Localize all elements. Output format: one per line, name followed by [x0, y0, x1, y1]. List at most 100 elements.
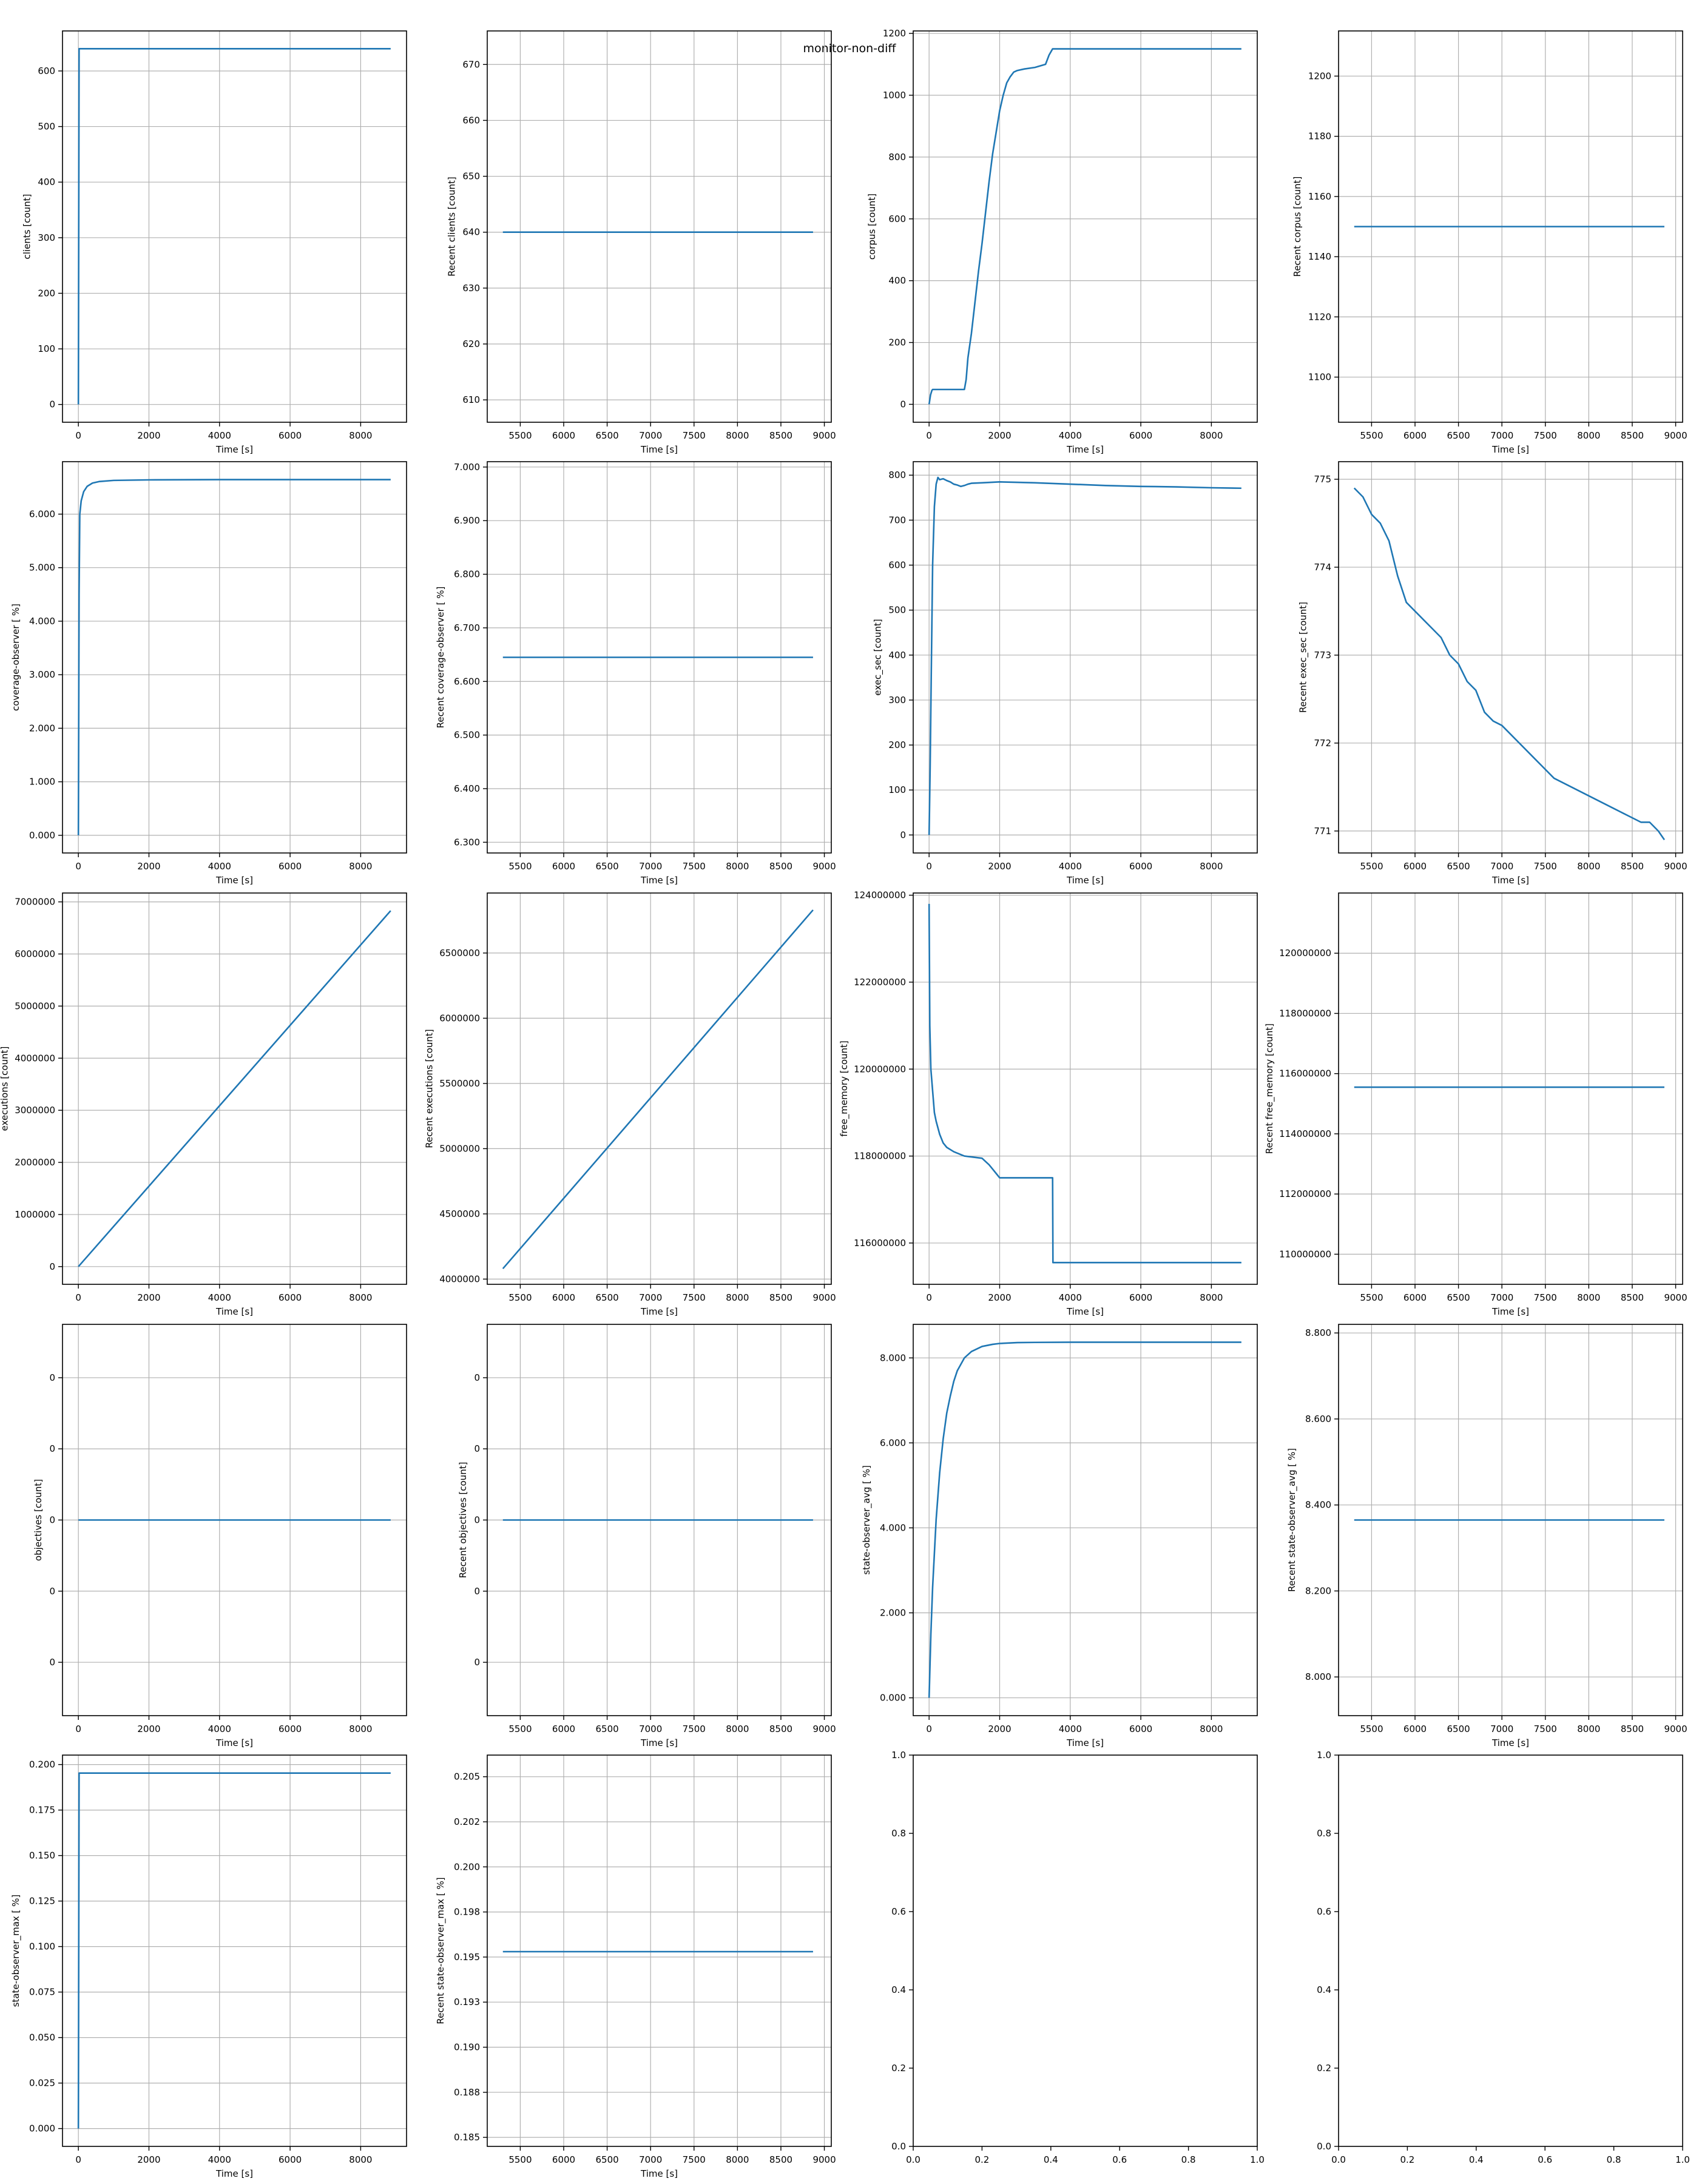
x-tick-label: 8500: [1621, 861, 1644, 872]
y-tick-label: 0.205: [454, 1771, 480, 1782]
x-axis-label: Time [s]: [640, 2168, 678, 2179]
y-tick-label: 200: [888, 740, 906, 750]
y-tick-label: 2000000: [15, 1157, 55, 1168]
y-tick-label: 200: [888, 337, 906, 348]
x-tick-label: 8000: [1200, 430, 1223, 441]
y-tick-label: 6.700: [454, 622, 480, 633]
y-tick-label: 0: [474, 1372, 480, 1383]
x-tick-label: 6000: [552, 430, 575, 441]
x-tick-label: 7500: [1534, 1724, 1557, 1734]
y-tick-label: 0.200: [454, 1861, 480, 1872]
subplot-grid: 0 2000 4000 6000 80000100200300400500600Time…: [0, 28, 1690, 2179]
x-tick-label: 7000: [1490, 861, 1513, 872]
y-tick-label: 6000000: [15, 948, 55, 959]
y-tick-label: 600: [888, 214, 906, 224]
x-tick-label: 7000: [639, 1724, 662, 1734]
y-axis-label: state-observer_avg [ %]: [861, 1465, 873, 1574]
x-tick-label: 5500: [508, 430, 532, 441]
axes-frame: [62, 461, 407, 854]
y-tick-label: 0: [474, 1515, 480, 1526]
x-tick-label: 7500: [1534, 861, 1557, 872]
y-axis-label: exec_sec [count]: [872, 619, 883, 695]
x-axis-label: Time [s]: [1066, 1306, 1104, 1317]
x-tick-label: 8000: [1577, 1724, 1600, 1734]
x-tick-label: 2000: [137, 861, 160, 872]
x-tick-label: 7500: [683, 1724, 706, 1734]
y-tick-label: 0: [474, 1443, 480, 1454]
x-tick-label: 8000: [726, 1292, 749, 1303]
subplot-20: 0.0 0.2 0.4 0.6 0.8 1.0 0.0 0.2 0.4 0.6 0.8 1.0: [1317, 1750, 1690, 2165]
x-tick-label: 6000: [279, 2154, 302, 2165]
y-tick-label: 0.0: [1317, 2141, 1331, 2152]
x-tick-label: 7000: [1490, 1724, 1513, 1734]
x-tick-label: 8000: [1577, 430, 1600, 441]
x-tick-label: 6000: [552, 2154, 575, 2165]
y-tick-label: 0: [49, 1372, 55, 1383]
y-tick-label: 610: [462, 394, 480, 405]
x-tick-label: 8000: [349, 1292, 372, 1303]
x-tick-label: 4000: [1059, 1724, 1082, 1734]
subplot-18: 5500 6000 6500 7000 7500 8000 8500 9000 0.185 0.1…: [435, 1754, 836, 2179]
x-tick-label: 9000: [812, 1724, 836, 1734]
y-tick-label: 0: [49, 1261, 55, 1272]
x-tick-label: 9000: [812, 861, 836, 872]
x-tick-label: 0.0: [1331, 2154, 1346, 2165]
x-axis-label: Time [s]: [1491, 444, 1529, 455]
y-tick-label: 7000000: [15, 897, 55, 908]
x-tick-label: 7000: [1490, 430, 1513, 441]
axes-frame: [1338, 1324, 1683, 1716]
x-tick-label: 8500: [769, 1292, 792, 1303]
y-tick-label: 1.000: [29, 777, 55, 787]
y-tick-label: 7.000: [454, 462, 480, 473]
x-tick-label: 6000: [279, 430, 302, 441]
x-tick-label: 0.6: [1538, 2154, 1552, 2165]
x-axis-label: Time [s]: [1491, 875, 1529, 886]
x-tick-label: 8500: [769, 2154, 792, 2165]
x-tick-label: 7500: [1534, 430, 1557, 441]
y-axis-label: objectives [count]: [33, 1479, 44, 1561]
series-line: [928, 903, 1241, 1264]
axes-frame: [913, 30, 1258, 423]
subplot-14: 5500 6000 6500 7000 7500 8000 8500 9000 0 0 0 0 0 Tim…: [458, 1324, 836, 1748]
y-tick-label: 3000000: [15, 1105, 55, 1116]
axes-frame: [913, 461, 1258, 854]
y-tick-label: 2.000: [880, 1608, 906, 1619]
y-tick-label: 0.150: [29, 1850, 55, 1861]
y-tick-label: 772: [1314, 738, 1331, 749]
subplot-1: 0 2000 4000 6000 8000 0 100 200 300 400 500 600 Time…: [21, 30, 407, 455]
x-tick-label: 6500: [1447, 861, 1470, 872]
y-tick-label: 118000000: [1279, 1008, 1331, 1019]
y-tick-label: 122000000: [854, 977, 906, 988]
y-tick-label: 120000000: [1279, 948, 1331, 959]
y-tick-label: 1000000: [15, 1209, 55, 1220]
subplot-16: 5500 6000 6500 7000 7500 8000 8500 9000 8.000 8.2…: [1286, 1324, 1687, 1748]
y-tick-label: 0: [49, 1515, 55, 1526]
x-axis-label: Time [s]: [640, 444, 678, 455]
x-tick-label: 0.8: [1607, 2154, 1621, 2165]
x-tick-label: 8000: [726, 1724, 749, 1734]
subplot-4: 5500 6000 6500 7000 7500 8000 8500 9000 1100 1120…: [1292, 30, 1687, 455]
y-axis-label: coverage-observer [ %]: [10, 604, 21, 711]
axes-frame: [1338, 892, 1683, 1285]
axes-frame: [62, 30, 407, 423]
y-tick-label: 0.4: [1317, 1984, 1331, 1995]
y-tick-label: 0.050: [29, 2032, 55, 2043]
y-tick-label: 774: [1314, 562, 1331, 573]
y-tick-label: 1100: [1308, 372, 1331, 383]
y-tick-label: 0.8: [1317, 1828, 1331, 1839]
y-tick-label: 300: [888, 695, 906, 706]
x-axis-label: Time [s]: [215, 1306, 253, 1317]
x-tick-label: 8000: [1577, 1292, 1600, 1303]
y-tick-label: 1120: [1308, 311, 1331, 322]
x-tick-label: 8500: [769, 861, 792, 872]
x-tick-label: 4000: [208, 1292, 231, 1303]
x-tick-label: 4000: [1059, 1292, 1082, 1303]
x-tick-label: 4000: [208, 430, 231, 441]
y-tick-label: 500: [888, 605, 906, 616]
x-tick-label: 6500: [595, 861, 618, 872]
y-tick-label: 2.000: [29, 723, 55, 733]
x-axis-label: Time [s]: [640, 1737, 678, 1748]
x-tick-label: 6500: [595, 2154, 618, 2165]
y-tick-label: 0.2: [1317, 2063, 1331, 2074]
